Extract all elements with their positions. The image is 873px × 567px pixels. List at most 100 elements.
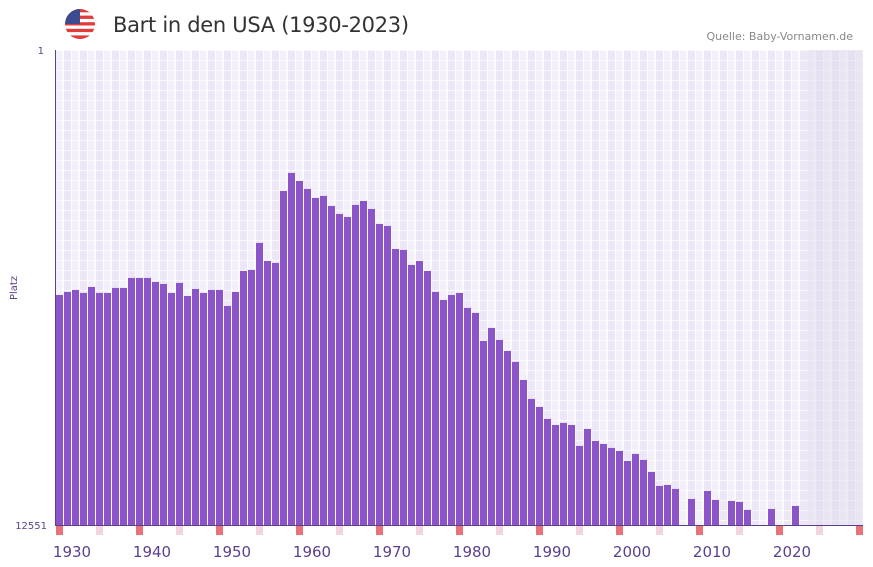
bar-2007 [672, 488, 679, 525]
bar-1978 [440, 299, 447, 525]
year-marker-2005 [656, 526, 663, 535]
bar-1992 [552, 424, 559, 525]
bar-1933 [80, 292, 87, 525]
year-marker-2000 [616, 526, 623, 535]
bar-1944 [168, 292, 175, 525]
year-marker-2010 [696, 526, 703, 535]
bar-2001 [624, 460, 631, 525]
year-marker-1970 [376, 526, 383, 535]
year-marker-2015 [736, 526, 743, 535]
bar-1974 [408, 264, 415, 525]
year-marker-1960 [296, 526, 303, 535]
bar-1994 [568, 424, 575, 525]
bar-1939 [128, 277, 135, 525]
bar-2000 [616, 450, 623, 525]
bar-1952 [232, 291, 239, 525]
bar-1945 [176, 282, 183, 525]
x-tick-label-2010: 2010 [693, 543, 731, 561]
bar-2015 [736, 501, 743, 525]
bar-1950 [216, 289, 223, 525]
x-tick-label-2000: 2000 [613, 543, 651, 561]
bar-1984 [488, 327, 495, 525]
bar-1993 [560, 422, 567, 525]
bar-1980 [456, 292, 463, 525]
us-flag-icon [65, 9, 95, 39]
year-marker-2030 [856, 526, 863, 535]
year-marker-2020 [776, 526, 783, 535]
x-tick-label-1980: 1980 [453, 543, 491, 561]
bar-1951 [224, 305, 231, 525]
bar-2005 [656, 485, 663, 525]
bar-1987 [512, 361, 519, 525]
bar-1930 [56, 294, 63, 525]
bar-1985 [496, 339, 503, 525]
bar-2016 [744, 509, 751, 525]
page-title: Bart in den USA (1930-2023) [113, 13, 409, 37]
bar-2009 [688, 498, 695, 525]
year-marker-1995 [576, 526, 583, 535]
year-marker-1985 [496, 526, 503, 535]
bar-1964 [328, 205, 335, 525]
bar-1986 [504, 350, 511, 525]
x-tick-label-1990: 1990 [533, 543, 571, 561]
bar-1962 [312, 197, 319, 525]
bar-1971 [384, 225, 391, 525]
bar-1942 [152, 281, 159, 525]
bar-1960 [296, 180, 303, 525]
bar-1932 [72, 289, 79, 525]
y-top-label: 1 [38, 46, 44, 57]
year-marker-2025 [816, 526, 823, 535]
bar-1949 [208, 289, 215, 525]
year-marker-1940 [136, 526, 143, 535]
bar-1947 [192, 288, 199, 525]
year-marker-1935 [96, 526, 103, 535]
bar-1941 [144, 277, 151, 525]
bar-1940 [136, 277, 143, 525]
bar-1935 [96, 292, 103, 525]
bar-2006 [664, 484, 671, 525]
bar-2004 [648, 471, 655, 525]
x-tick-label-2020: 2020 [773, 543, 811, 561]
bar-1972 [392, 248, 399, 525]
bar-1931 [64, 291, 71, 525]
bar-1982 [472, 312, 479, 525]
bar-1937 [112, 287, 119, 525]
bar-1965 [336, 213, 343, 526]
bar-1946 [184, 295, 191, 525]
bar-1967 [352, 204, 359, 525]
year-marker-1965 [336, 526, 343, 535]
bar-2003 [640, 459, 647, 525]
bar-1969 [368, 208, 375, 525]
bar-1979 [448, 294, 455, 525]
x-tick-label-1950: 1950 [213, 543, 251, 561]
bar-1956 [264, 260, 271, 525]
x-tick-label-1940: 1940 [133, 543, 171, 561]
x-tick-label-1970: 1970 [373, 543, 411, 561]
bar-1973 [400, 249, 407, 526]
bar-1975 [416, 260, 423, 525]
source-credit: Quelle: Baby-Vornamen.de [706, 30, 853, 43]
bar-1976 [424, 270, 431, 525]
bar-1983 [480, 340, 487, 525]
bar-1977 [432, 291, 439, 525]
x-tick-label-1960: 1960 [293, 543, 331, 561]
y-axis-title: Platz [9, 276, 20, 300]
year-marker-1945 [176, 526, 183, 535]
bar-1990 [536, 406, 543, 525]
bar-2002 [632, 453, 639, 525]
year-marker-1950 [216, 526, 223, 535]
bar-1954 [248, 269, 255, 525]
x-tick-label-1930: 1930 [53, 543, 91, 561]
bar-1957 [272, 262, 279, 525]
bar-1998 [600, 443, 607, 525]
bar-1943 [160, 283, 167, 525]
bar-1958 [280, 190, 287, 525]
bar-1938 [120, 287, 127, 525]
bar-1961 [304, 188, 311, 525]
bar-1997 [592, 440, 599, 525]
bar-2014 [728, 500, 735, 525]
bar-1966 [344, 216, 351, 525]
bar-2012 [712, 499, 719, 525]
bar-1936 [104, 292, 111, 525]
